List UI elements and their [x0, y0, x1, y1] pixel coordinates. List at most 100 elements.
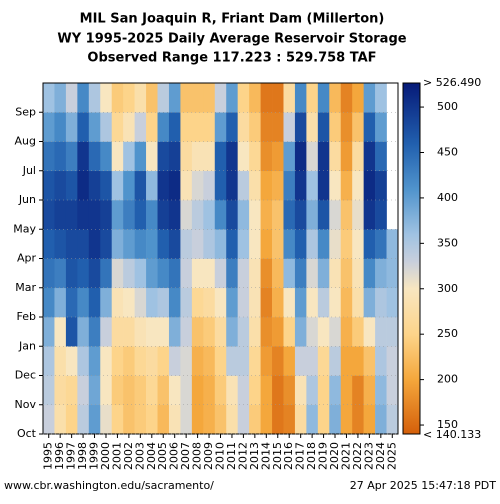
heat-cell	[65, 83, 78, 113]
heat-cell	[260, 404, 273, 435]
heat-cell	[214, 346, 227, 376]
heat-cell	[123, 346, 135, 376]
heat-cell	[65, 258, 78, 289]
heat-cell	[260, 317, 273, 347]
heat-cell	[375, 229, 387, 259]
heat-cell	[375, 170, 387, 201]
colorbar-tick-label: 200	[437, 373, 458, 386]
chart-subtitle: WY 1995-2025 Daily Average Reservoir Sto…	[57, 32, 406, 47]
heat-cell	[214, 375, 227, 406]
heat-cell	[226, 83, 238, 113]
heat-cell	[283, 346, 296, 376]
heat-cell	[375, 112, 387, 142]
heat-cell	[352, 141, 364, 172]
heat-cell	[191, 83, 204, 113]
heat-cell	[43, 346, 55, 376]
heat-cell	[237, 346, 250, 376]
x-tick-label: 2001	[110, 442, 123, 470]
heat-cell	[88, 404, 101, 435]
heat-cell	[191, 112, 204, 142]
heat-cell	[203, 200, 216, 230]
heat-cell	[100, 229, 113, 259]
x-tick-label: 1998	[76, 442, 89, 470]
heat-cell	[111, 141, 124, 172]
heat-cell	[329, 375, 342, 406]
heat-cell	[340, 170, 353, 201]
heat-cell	[340, 258, 353, 289]
heat-cell	[363, 258, 376, 289]
x-tick-label: 2015	[271, 442, 284, 470]
heat-cell	[329, 404, 342, 435]
heat-cell	[352, 83, 364, 113]
x-tick-label: 2013	[248, 442, 261, 470]
heat-cell	[123, 229, 135, 259]
heat-cell	[237, 141, 250, 172]
heat-cell	[386, 404, 399, 435]
heat-cell	[352, 258, 364, 289]
heat-cell	[43, 200, 55, 230]
heat-cell	[157, 404, 170, 435]
heat-cell	[180, 404, 193, 435]
heat-cell	[294, 375, 307, 406]
colorbar-tick-label: 150	[437, 418, 458, 431]
y-tick-label: Oct	[17, 427, 37, 440]
heat-cell	[249, 404, 261, 435]
y-tick-label: Nov	[15, 398, 37, 411]
colorbar-tick-label: 500	[437, 100, 458, 113]
heat-cell	[43, 258, 55, 289]
heat-cell	[260, 112, 273, 142]
colorbar-tick-label: 400	[437, 191, 458, 204]
heat-cell	[77, 258, 90, 289]
heat-cell	[203, 346, 216, 376]
heat-cell	[363, 317, 376, 347]
heat-cell	[329, 83, 342, 113]
heat-cell	[352, 112, 364, 142]
heat-cell	[317, 229, 330, 259]
x-tick-label: 2020	[328, 442, 341, 470]
heat-cell	[260, 375, 273, 406]
heat-cell	[65, 170, 78, 201]
heat-cell	[180, 287, 193, 318]
heat-cell	[54, 112, 67, 142]
heat-cell	[226, 200, 238, 230]
heat-cell	[294, 170, 307, 201]
heat-cell	[54, 141, 67, 172]
heat-cell	[363, 170, 376, 201]
heat-cell	[272, 287, 284, 318]
heat-cell	[340, 404, 353, 435]
heat-cell	[363, 229, 376, 259]
heat-cell	[191, 346, 204, 376]
heat-cell	[249, 317, 261, 347]
heat-cell	[283, 229, 296, 259]
colorbar-max-label: > 526.490	[423, 76, 481, 89]
heat-cell	[54, 375, 67, 406]
heat-cell	[146, 170, 158, 201]
heat-cell	[203, 112, 216, 142]
heat-cell	[77, 404, 90, 435]
heat-cell	[283, 375, 296, 406]
x-tick-label: 2021	[339, 442, 352, 470]
heat-cell	[317, 112, 330, 142]
heat-cell	[226, 346, 238, 376]
heat-cell	[329, 287, 342, 318]
heat-cell	[272, 229, 284, 259]
heat-cell	[123, 112, 135, 142]
heat-cell	[134, 317, 147, 347]
heat-cell	[352, 346, 364, 376]
heat-cell	[100, 141, 113, 172]
heat-cell	[283, 200, 296, 230]
heat-cell	[283, 287, 296, 318]
heat-cell	[123, 287, 135, 318]
x-tick-label: 2016	[282, 442, 295, 470]
heat-cell	[203, 287, 216, 318]
heat-cell	[191, 258, 204, 289]
heat-cell	[54, 317, 67, 347]
heat-cell	[260, 200, 273, 230]
heat-cell	[363, 287, 376, 318]
heat-cell	[88, 170, 101, 201]
heat-cell	[111, 375, 124, 406]
heat-cell	[214, 112, 227, 142]
heat-cell	[386, 229, 399, 259]
heat-cell	[214, 200, 227, 230]
heat-cell	[157, 317, 170, 347]
